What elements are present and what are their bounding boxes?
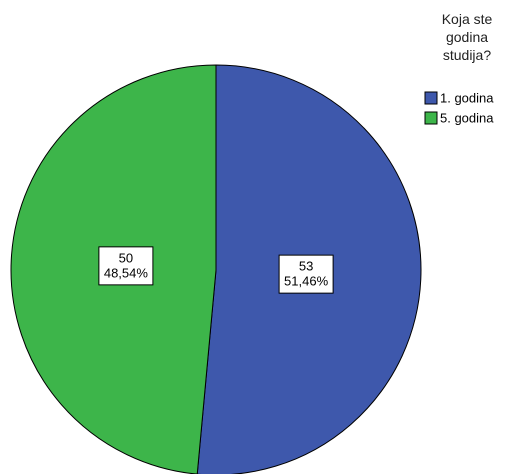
legend-swatch [424, 111, 438, 125]
data-label-box [278, 254, 334, 294]
legend-label: 5. godina [440, 110, 494, 125]
legend-swatch [424, 91, 438, 105]
legend-title: Koja ste godina studija? [441, 11, 493, 63]
data-label-percent: 48,54% [104, 265, 149, 280]
legend-label: 1. godina [440, 90, 494, 105]
data-label-percent: 51,46% [284, 274, 329, 289]
data-label-count: 53 [299, 259, 313, 274]
data-label-count: 50 [119, 250, 133, 265]
data-label-box [98, 246, 154, 286]
